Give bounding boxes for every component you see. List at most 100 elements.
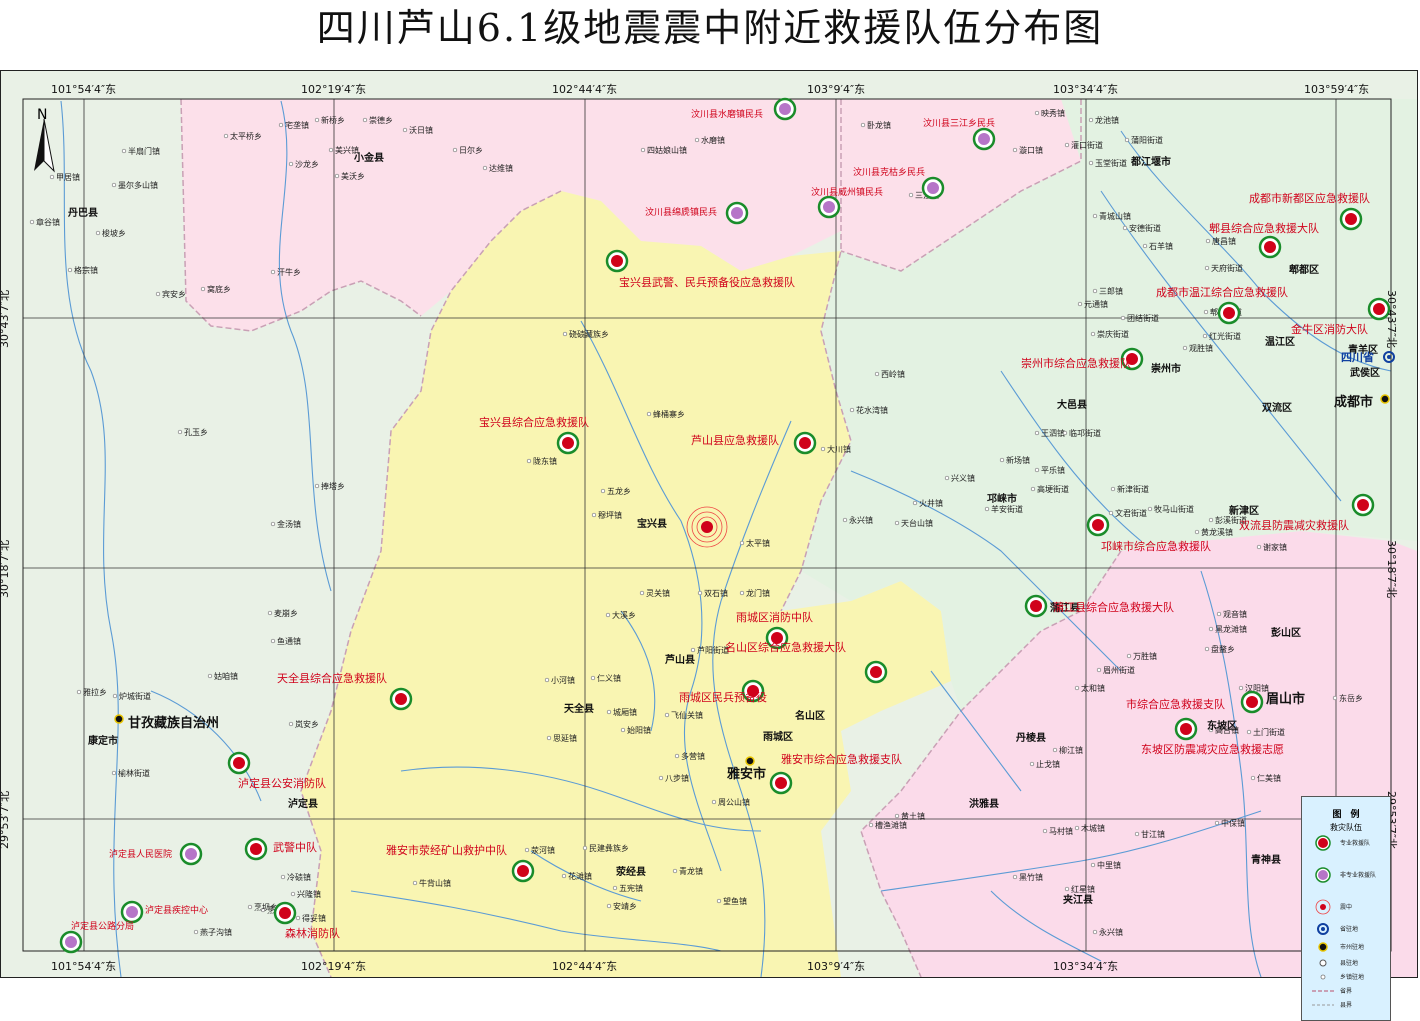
rescue-team-marker[interactable]: 雨城区消防中队 (736, 610, 813, 650)
town-label-group: 安德街道 (1122, 223, 1161, 233)
town-label-group: 大溪乡 (605, 610, 636, 620)
city-label-group: 成都市 (1334, 394, 1390, 410)
rescue-team-label: 邛崃市综合应急救援队 (1101, 539, 1211, 553)
town-label: 大川镇 (827, 444, 851, 454)
rescue-team-marker[interactable]: 泸定县人民医院 (109, 842, 203, 866)
town-label: 半扇门镇 (128, 146, 160, 156)
town-label: 五宪镇 (619, 883, 643, 893)
town-label: 岚安乡 (295, 719, 319, 729)
rescue-team-marker[interactable]: 郫县综合应急救援大队 (1209, 221, 1319, 259)
north-arrow: N (34, 107, 55, 173)
rescue-team-marker[interactable]: 成都市新都区应急救援队 (1249, 191, 1370, 231)
town-label: 高台镇 (1215, 725, 1239, 735)
lon-label-bottom-2: 102°19′4″东 (301, 960, 367, 973)
rescue-team-label: 汶川县水磨镇民兵 (691, 108, 763, 120)
province-boundaries (180, 98, 1122, 977)
town-label-group: 宾安乡 (155, 289, 186, 299)
rescue-team-marker[interactable]: 双流县防震减灾救援队 (1239, 493, 1375, 532)
town-label: 五龙乡 (607, 486, 631, 496)
town-label-group: 马村镇 (1042, 826, 1073, 836)
town-label: 兴义镇 (951, 473, 975, 483)
county-label: 双流区 (1262, 401, 1292, 414)
town-label-group: 孔玉乡 (177, 428, 208, 437)
town-label-group: 始阳镇 (620, 725, 651, 735)
county-label: 温江区 (1265, 335, 1295, 348)
rescue-team-marker[interactable]: 泸定县公安消防队 (227, 751, 326, 790)
town-label-group: 小河镇 (544, 675, 575, 685)
town-label-group: 荥河镇 (524, 845, 555, 855)
town-label: 汗牛乡 (277, 267, 301, 277)
legend-item-province-seat: 省驻地 (1302, 921, 1392, 937)
town-label: 团结街道 (1127, 313, 1159, 323)
town-label-group: 羊安街道 (984, 504, 1023, 514)
town-label-group: 黑龙滩镇 (1208, 624, 1247, 634)
town-label-group: 新场镇 (999, 455, 1030, 465)
lon-label-bottom-5: 103°34′4″东 (1053, 960, 1119, 973)
town-label-group: 安靖乡 (606, 901, 637, 911)
town-label-group: 冷碛镇 (280, 872, 311, 882)
town-label: 荥河镇 (531, 845, 555, 855)
town-label: 三郎镇 (1099, 286, 1123, 296)
rescue-team-marker[interactable]: 森林消防队 (273, 901, 340, 940)
town-label-group: 窝底乡 (200, 284, 231, 294)
rescue-team-marker[interactable]: 成都市温江综合应急救援队 (1156, 285, 1288, 325)
rescue-team-marker[interactable]: 雨城区民兵预备役 (679, 679, 767, 704)
town-label: 新场镇 (1006, 455, 1030, 465)
rescue-team-marker[interactable]: 汶川县绵虒镇民兵 (645, 201, 749, 225)
rescue-team-marker[interactable]: 汶川县水磨镇民兵 (691, 97, 797, 121)
town-label: 灌口街道 (1071, 140, 1103, 150)
aba-east-region (841, 99, 1081, 271)
town-label-group: 龙池镇 (1088, 115, 1119, 125)
rescue-team-marker[interactable]: 天全县综合应急救援队 (277, 671, 413, 711)
rescue-team-marker[interactable]: 崇州市综合应急救援队 (1021, 347, 1144, 371)
rescue-team-label: 泸定县疾控中心 (145, 904, 208, 916)
town-label: 日尔乡 (459, 145, 483, 155)
rescue-team-marker[interactable]: 市综合应急救援支队 (1126, 690, 1264, 714)
rescue-team-marker[interactable]: 蒲江县综合应急救援大队 (1024, 594, 1174, 618)
town-label-group: 元通镇 (1077, 299, 1108, 309)
town-label-group: 岚安乡 (288, 719, 319, 729)
rescue-team-marker[interactable]: 宝兴县综合应急救援队 (479, 415, 589, 455)
town-label: 止戈镇 (1036, 759, 1060, 769)
rescue-team-marker[interactable]: 名山区综合应急救援大队 (725, 640, 888, 684)
town-label: 花水湾镇 (856, 405, 888, 415)
town-label: 文君街道 (1115, 508, 1147, 518)
rescue-team-marker[interactable]: 泸定县公路分局 (59, 920, 134, 954)
legend-item-town-seat: 乡镇驻地 (1302, 969, 1392, 985)
town-label: 平乐镇 (1041, 465, 1065, 475)
rescue-team-marker[interactable]: 邛崃市综合应急救援队 (1086, 513, 1211, 553)
rescue-team-marker[interactable]: 汶川县威州镇民兵 (811, 186, 883, 219)
rescue-team-label: 汶川县三江乡民兵 (923, 117, 995, 129)
rescue-team-marker[interactable]: 东坡区防震减灾应急救援志愿 (1141, 717, 1284, 756)
rescue-team-marker[interactable]: 雅安市综合应急救援支队 (769, 752, 902, 795)
rescue-team-marker[interactable]: 汶川县三江乡民兵 (923, 117, 996, 151)
rescue-team-label: 芦山县应急救援队 (691, 433, 779, 447)
town-label-group: 灌口街道 (1064, 140, 1103, 150)
town-label: 万胜镇 (1133, 651, 1157, 661)
town-label-group: 仁义镇 (590, 673, 621, 683)
epicenter-marker[interactable] (686, 506, 728, 548)
town-label: 穆坪镇 (598, 510, 622, 520)
rescue-team-marker[interactable]: 汶川县克枯乡民兵 (853, 166, 945, 200)
rescue-team-marker[interactable]: 雅安市荥经矿山救护中队 (386, 843, 535, 883)
rescue-team-label: 双流县防震减灾救援队 (1239, 518, 1349, 532)
town-label: 燕子沟镇 (200, 927, 232, 937)
town-label-group: 万胜镇 (1126, 651, 1157, 661)
rescue-team-marker[interactable]: 芦山县应急救援队 (691, 431, 817, 455)
town-label-group: 蒲阳街道 (1124, 135, 1163, 145)
rescue-team-label: 名山区综合应急救援大队 (725, 640, 846, 654)
rescue-team-marker[interactable]: 金牛区消防大队 (1291, 297, 1391, 336)
rescue-team-marker[interactable]: 泸定县疾控中心 (120, 900, 208, 924)
rescue-team-marker[interactable]: 武警中队 (244, 837, 317, 861)
town-label-group: 城厢镇 (606, 707, 637, 717)
town-label-group: 美兴镇 (328, 145, 359, 155)
town-label-group: 谢家镇 (1256, 542, 1287, 552)
town-label: 沙龙乡 (295, 159, 319, 169)
town-label: 羊安街道 (991, 504, 1023, 514)
town-label-group: 甘江镇 (1134, 829, 1165, 839)
town-label: 青城山镇 (1099, 211, 1131, 221)
town-label: 彭溪街道 (1215, 515, 1247, 525)
rescue-team-marker[interactable]: 宝兴县武警、民兵预备役应急救援队 (605, 249, 795, 289)
town-label-group: 多营镇 (674, 751, 705, 761)
